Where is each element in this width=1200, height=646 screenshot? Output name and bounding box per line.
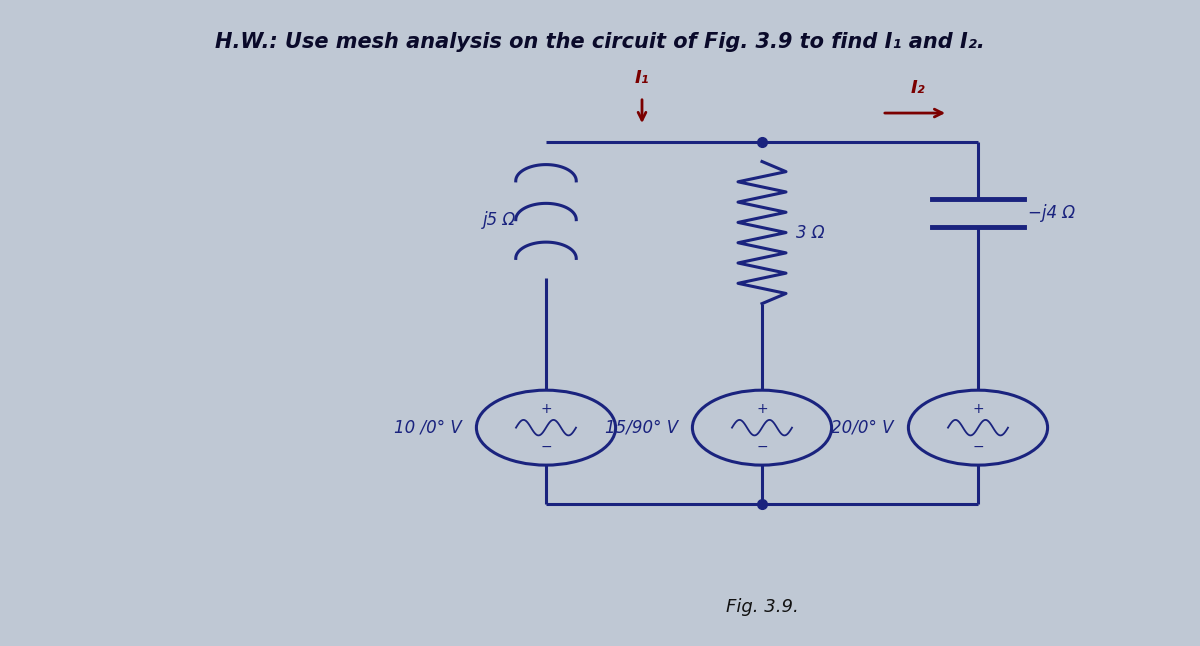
Text: −j4 Ω: −j4 Ω <box>1028 204 1075 222</box>
Text: 15/90° V: 15/90° V <box>605 419 678 437</box>
Text: +: + <box>972 402 984 416</box>
Text: −: − <box>540 440 552 454</box>
Text: j5 Ω: j5 Ω <box>482 211 516 229</box>
Text: I₂: I₂ <box>911 79 925 97</box>
Text: Fig. 3.9.: Fig. 3.9. <box>726 598 798 616</box>
Text: −: − <box>972 440 984 454</box>
Text: −: − <box>756 440 768 454</box>
Text: +: + <box>756 402 768 416</box>
Text: 20/0° V: 20/0° V <box>832 419 894 437</box>
Text: I₁: I₁ <box>635 69 649 87</box>
Text: H.W.: Use mesh analysis on the circuit of Fig. 3.9 to find I₁ and I₂.: H.W.: Use mesh analysis on the circuit o… <box>215 32 985 52</box>
Text: 3 Ω: 3 Ω <box>796 224 824 242</box>
Text: +: + <box>540 402 552 416</box>
Text: 10 /0° V: 10 /0° V <box>395 419 462 437</box>
